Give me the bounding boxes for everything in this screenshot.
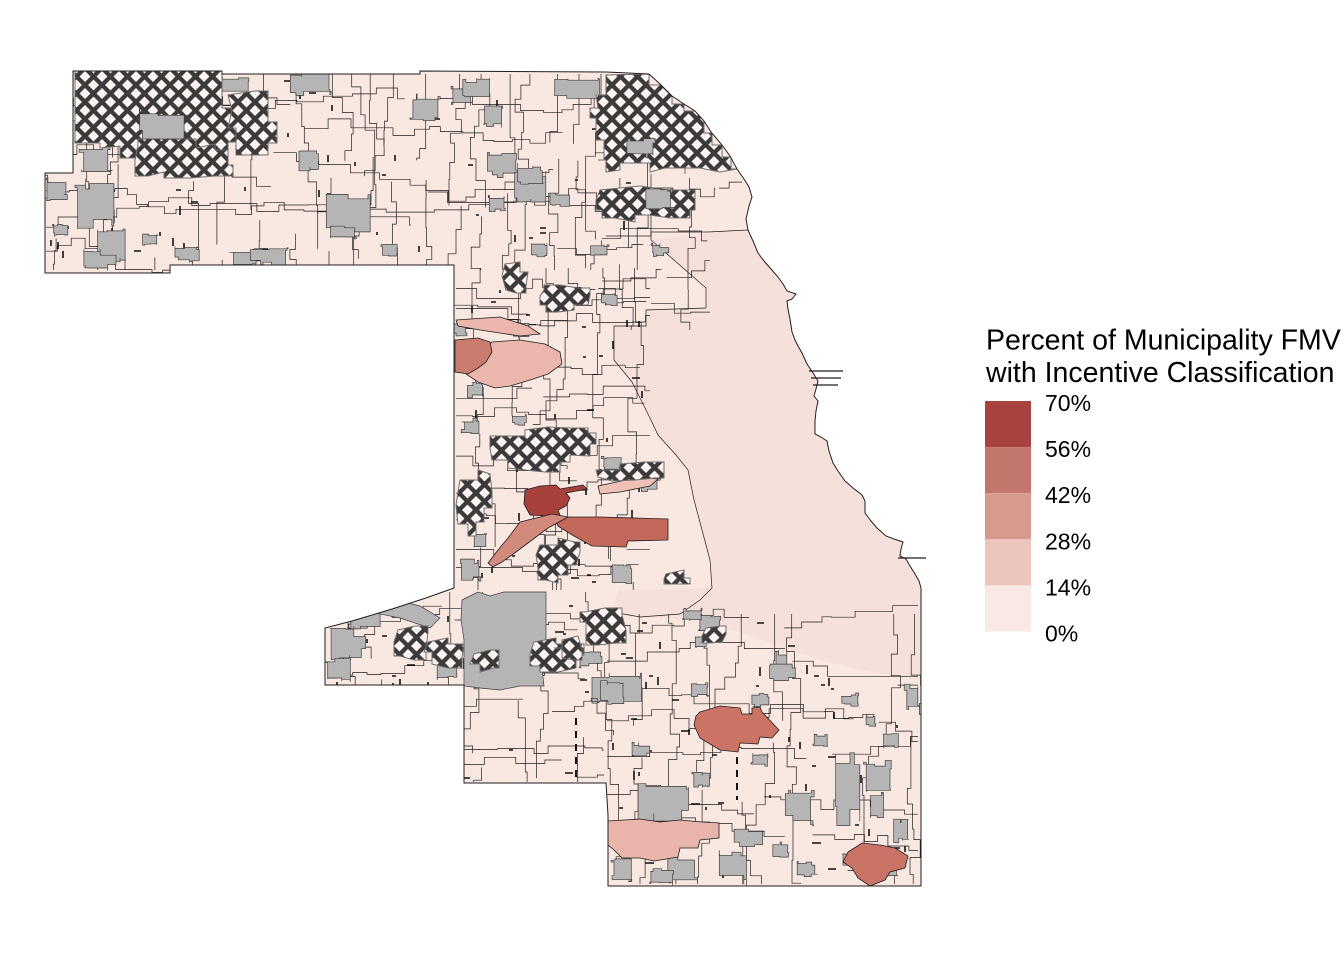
svg-text:70%: 70% — [1045, 390, 1091, 416]
svg-text:56%: 56% — [1045, 436, 1091, 462]
svg-text:0%: 0% — [1045, 621, 1078, 647]
svg-text:14%: 14% — [1045, 574, 1091, 600]
svg-text:with Incentive Classification: with Incentive Classification — [985, 357, 1335, 389]
svg-text:Percent of Municipality FMV: Percent of Municipality FMV — [986, 325, 1341, 357]
svg-text:42%: 42% — [1045, 482, 1091, 508]
svg-text:28%: 28% — [1045, 528, 1091, 554]
